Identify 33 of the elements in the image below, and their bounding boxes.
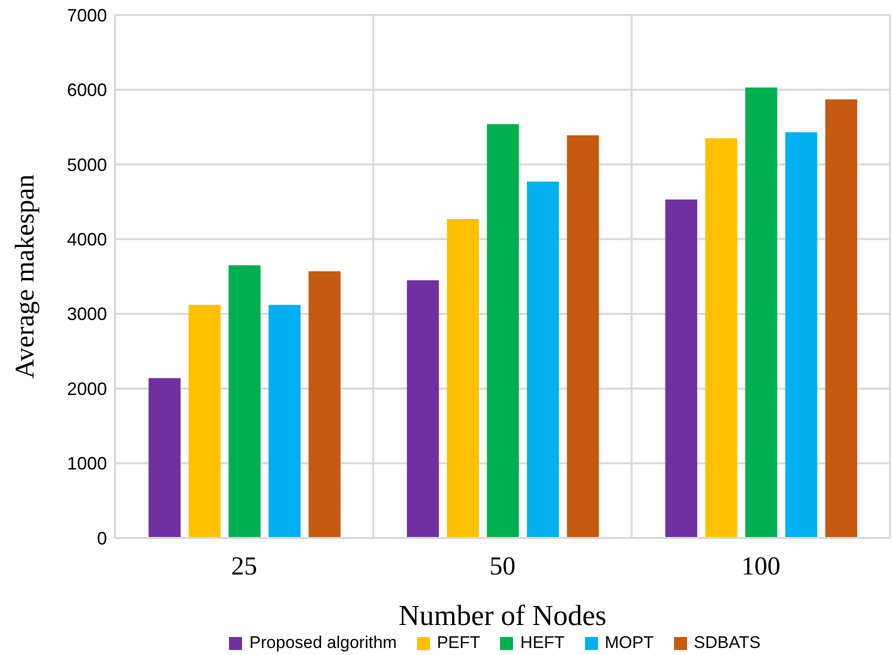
y-tick-label: 5000 <box>66 154 107 175</box>
legend-label: PEFT <box>436 633 480 653</box>
y-axis-title: Average makespan <box>10 174 40 379</box>
x-tick-label: 100 <box>741 551 780 580</box>
bar <box>526 182 559 538</box>
bar <box>188 304 221 538</box>
bar <box>705 138 738 538</box>
bar <box>785 132 818 538</box>
y-tick-label: 0 <box>96 528 107 548</box>
bar <box>745 87 778 538</box>
bar <box>148 378 181 538</box>
legend-label: MOPT <box>604 633 654 653</box>
bar <box>566 135 599 538</box>
y-tick-label: 4000 <box>66 230 107 250</box>
legend-label: SDBATS <box>692 633 761 653</box>
bar <box>825 99 858 538</box>
x-tick-label: 50 <box>490 551 516 580</box>
x-axis-title: Number of Nodes <box>398 600 606 632</box>
legend-label: Proposed algorithm <box>248 633 397 653</box>
y-tick-label: 2000 <box>66 378 107 399</box>
y-tick-label: 1000 <box>66 454 107 474</box>
bar <box>486 124 519 538</box>
bar <box>308 271 341 538</box>
y-tick-label: 7000 <box>66 5 107 26</box>
legend-label: HEFT <box>519 633 565 653</box>
bar <box>228 265 261 538</box>
bar <box>406 280 439 538</box>
bar <box>665 200 698 538</box>
y-tick-label: 3000 <box>66 304 107 324</box>
bar <box>446 218 479 538</box>
bar <box>268 304 301 538</box>
x-tick-label: 25 <box>231 551 258 580</box>
y-tick-label: 6000 <box>66 80 107 100</box>
